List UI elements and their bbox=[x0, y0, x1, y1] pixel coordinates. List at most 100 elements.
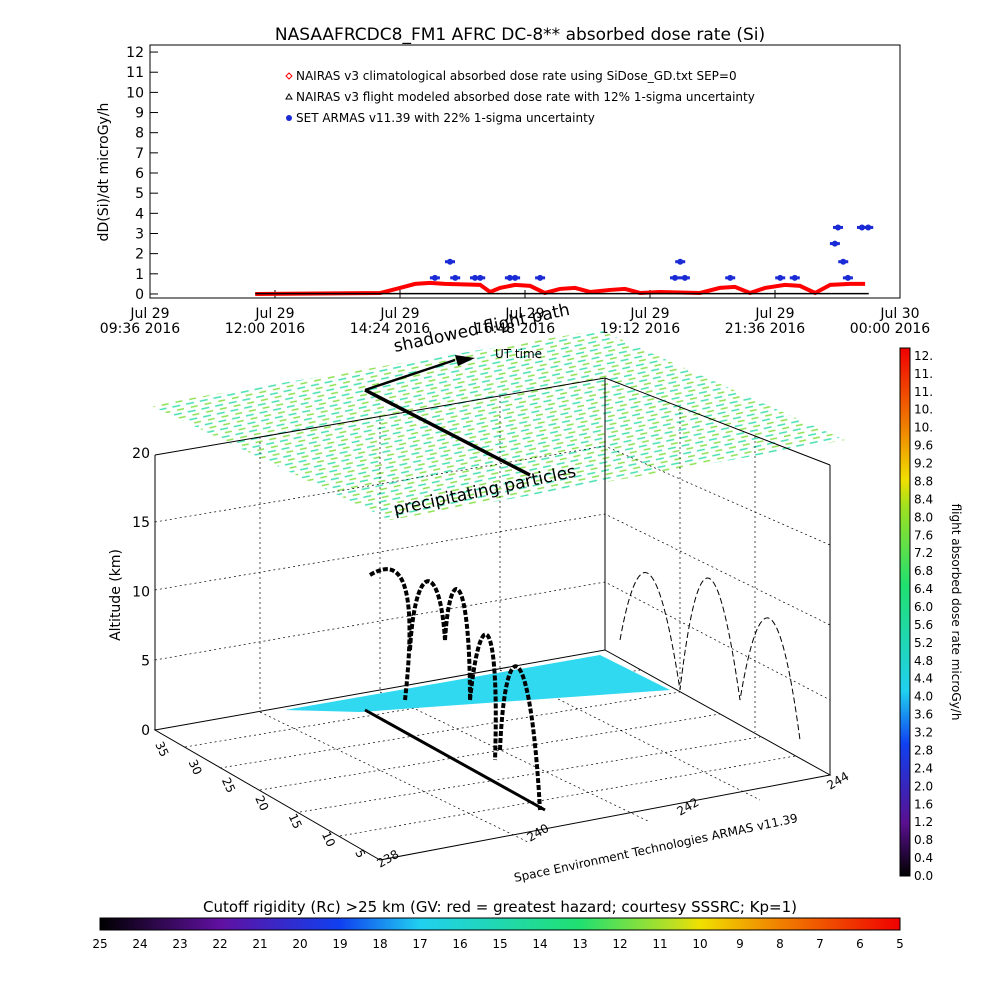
lat-tick-label: 5 bbox=[352, 847, 368, 860]
rigidity-tick-label: 20 bbox=[292, 937, 307, 951]
dose-tick-label: 9.2 bbox=[914, 457, 933, 471]
dose-tick-label: 8.8 bbox=[914, 474, 933, 488]
lat-tick-label: 35 bbox=[152, 739, 171, 759]
x-tick-label: Jul 29 bbox=[629, 306, 669, 322]
dose-tick-label: 2.8 bbox=[914, 743, 933, 757]
point bbox=[677, 258, 684, 265]
dose-tick-label: 8.4 bbox=[914, 492, 933, 506]
y-tick-label: 5 bbox=[135, 186, 144, 202]
rigidity-tick-label: 24 bbox=[132, 937, 147, 951]
ut-arrow-head bbox=[455, 355, 475, 366]
flight-path bbox=[368, 567, 542, 811]
point bbox=[844, 274, 851, 281]
dose-tick-label: 3.6 bbox=[914, 708, 933, 722]
dose-tick-label: 5.2 bbox=[914, 636, 933, 650]
rigidity-tick-label: 6 bbox=[856, 937, 864, 951]
dose-colorbar bbox=[899, 347, 911, 877]
dose-tick-label: 2.4 bbox=[914, 761, 933, 775]
rigidity-tick-label: 25 bbox=[92, 937, 107, 951]
lat-tick-label: 25 bbox=[219, 775, 238, 795]
x-tick-label: 14:24 2016 bbox=[350, 321, 431, 337]
z-tick-label: 5 bbox=[141, 654, 150, 670]
y-tick-label: 7 bbox=[135, 146, 144, 162]
dose-tick-label: 10. bbox=[914, 421, 933, 435]
lon-tick-label: 242 bbox=[675, 795, 702, 819]
rigidity-tick-label: 17 bbox=[412, 937, 427, 951]
point bbox=[672, 274, 678, 281]
legend-marker bbox=[285, 93, 293, 100]
dose-tick-label: 0.8 bbox=[914, 833, 933, 847]
z-tick-label: 15 bbox=[132, 515, 150, 531]
x-tick-label: 09:36 2016 bbox=[100, 321, 181, 337]
series-line bbox=[255, 280, 866, 296]
dose-tick-label: 1.2 bbox=[914, 815, 933, 829]
dose-tick-label: 4.4 bbox=[914, 672, 933, 686]
rigidity-tick-label: 22 bbox=[212, 937, 227, 951]
x-tick-label: 00:00 2016 bbox=[850, 321, 931, 337]
grid bbox=[154, 396, 831, 844]
point bbox=[840, 258, 847, 265]
rigidity-tick-label: 12 bbox=[612, 937, 627, 951]
point bbox=[452, 274, 459, 281]
z-tick-label: 10 bbox=[132, 584, 150, 600]
z-tick-label: 0 bbox=[141, 723, 150, 739]
dose-tick-label: 0.0 bbox=[914, 869, 933, 883]
flight-shadow bbox=[619, 572, 801, 741]
legend-label: NAIRAS v3 climatological absorbed dose r… bbox=[296, 69, 737, 83]
panel-3d: shadowed flight path UT time precipitati… bbox=[108, 300, 851, 885]
rigidity-colorbar-title: Cutoff rigidity (Rc) >25 km (GV: red = g… bbox=[203, 898, 797, 916]
point bbox=[727, 274, 734, 281]
legend-label: NAIRAS v3 flight modeled absorbed dose r… bbox=[296, 90, 755, 104]
point bbox=[512, 274, 519, 281]
rigidity-tick-label: 5 bbox=[896, 937, 904, 951]
dose-tick-label: 12. bbox=[914, 349, 933, 363]
dose-tick-label: 9.6 bbox=[914, 439, 933, 453]
dose-tick-label: 2.0 bbox=[914, 779, 933, 793]
x-tick-label: Jul 29 bbox=[754, 306, 794, 322]
x-tick-label: Jul 29 bbox=[254, 306, 294, 322]
lat-tick-label: 30 bbox=[186, 757, 205, 777]
ground-track bbox=[364, 708, 546, 812]
shadowed-path bbox=[364, 388, 531, 477]
colorbar-ticks: 0.0 0.4 0.8 1.2 1.6 2.0 2.4 2.8 3.2 3.6 4.0 4.4 4.8 5… bbox=[92, 349, 933, 951]
dose-colorbar-title: flight absorbed dose rate microGy/h bbox=[949, 504, 963, 721]
ut-arrow bbox=[364, 358, 456, 392]
y-tick-label: 11 bbox=[126, 65, 144, 81]
lon-tick-label: 238 bbox=[375, 847, 402, 871]
rigidity-tick-label: 11 bbox=[652, 937, 667, 951]
x-tick-label: 16:48 2016 bbox=[475, 321, 556, 337]
rigidity-tick-label: 15 bbox=[492, 937, 507, 951]
dose-tick-label: 3.2 bbox=[914, 726, 933, 740]
dose-tick-label: 8.0 bbox=[914, 510, 933, 524]
x-tick-label: Jul 29 bbox=[504, 306, 544, 322]
dose-tick-label: 0.4 bbox=[914, 851, 933, 865]
lat-tick-label: 10 bbox=[319, 829, 338, 849]
y-axis-title: dD(Si)/dt microGy/h bbox=[96, 103, 112, 242]
lon-tick-label: 240 bbox=[525, 821, 552, 845]
rigidity-tick-label: 14 bbox=[532, 937, 547, 951]
x-tick-label: Jul 29 bbox=[379, 306, 419, 322]
x-tick-label: Jul 29 bbox=[129, 306, 169, 322]
rigidity-tick-label: 21 bbox=[252, 937, 267, 951]
dose-tick-label: 6.0 bbox=[914, 600, 933, 614]
rigidity-tick-label: 19 bbox=[332, 937, 347, 951]
point bbox=[831, 240, 838, 247]
dose-tick-label: 7.6 bbox=[914, 528, 933, 542]
rigidity-tick-label: 7 bbox=[816, 937, 824, 951]
rigidity-tick-label: 18 bbox=[372, 937, 387, 951]
dose-tick-label: 1.6 bbox=[914, 797, 933, 811]
lat-tick-label: 15 bbox=[286, 811, 305, 831]
y-tick-label: 6 bbox=[135, 166, 144, 182]
dose-tick-label: 4.8 bbox=[914, 654, 933, 668]
z-axis-title: Altitude (km) bbox=[108, 549, 124, 641]
annotation: UT time bbox=[495, 347, 542, 361]
rigidity-colorbar bbox=[99, 917, 901, 931]
x-tick-label: 21:36 2016 bbox=[725, 321, 806, 337]
title: NASAAFRCDC8_FM1 AFRC DC-8** absorbed dos… bbox=[275, 25, 765, 45]
lon-tick-label: 244 bbox=[825, 769, 852, 793]
point bbox=[537, 274, 544, 281]
y-tick-label: 4 bbox=[135, 206, 144, 222]
x-tick-label: Jul 30 bbox=[879, 306, 919, 322]
